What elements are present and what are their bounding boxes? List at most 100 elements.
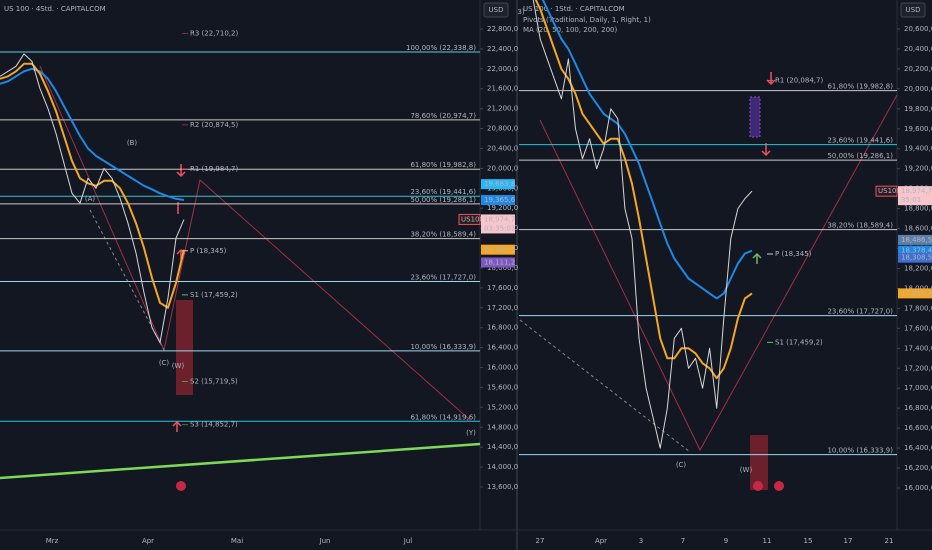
moving-average <box>0 62 185 309</box>
current-price-badge <box>898 186 932 206</box>
pivot-label: R1 (19,984,7) <box>190 165 238 173</box>
price-tick-label: 16,400,0 <box>487 344 518 352</box>
price-badge <box>481 257 515 268</box>
price-badge-label: 18,308,5 <box>901 254 932 262</box>
price-tick-label: 20,600,0 <box>904 25 932 33</box>
fib-label: 38,20% (18,589,4) <box>827 222 893 230</box>
target-box <box>749 96 761 138</box>
symbol-label: US100 <box>461 215 484 223</box>
countdown: 35:01 <box>901 196 921 204</box>
price-tick-label: 14,400,0 <box>487 443 518 451</box>
price-tick-label: 17,400,0 <box>904 344 932 352</box>
arrow <box>761 72 776 157</box>
time-label: 15 <box>804 537 813 545</box>
price-tick-label: 20,400,0 <box>487 144 518 152</box>
price-badge <box>898 234 932 245</box>
fib-label: 23,60% (19,441,6) <box>827 137 893 145</box>
trend-line <box>0 442 481 480</box>
fib-label: 10,00% (16,333,9) <box>827 447 893 455</box>
event-icon[interactable] <box>176 481 186 491</box>
symbol-badge <box>458 213 481 225</box>
price-tick-label: 18,600,0 <box>904 225 932 233</box>
price-badge <box>481 179 515 190</box>
price-tick-label: 22,000,0 <box>487 65 518 73</box>
price-badge-label: 18,486,5 <box>901 236 932 244</box>
time-label: 21 <box>885 537 894 545</box>
target-box <box>176 300 193 395</box>
price-tick-label: 15,600,0 <box>487 383 518 391</box>
price-tick-label: 16,800,0 <box>904 404 932 412</box>
time-label: Apr <box>595 537 607 545</box>
fib-label: 61,80% (14,919,6) <box>410 413 476 421</box>
chart-header: US 100 · 4Std. · CAPITALCOM <box>4 5 106 13</box>
wave-label: (C) <box>159 359 170 367</box>
time-label: 27 <box>536 537 545 545</box>
price-tick-label: 19,200,0 <box>904 165 932 173</box>
price-tick-label: 19,200,0 <box>487 204 518 212</box>
price-badge <box>481 244 515 255</box>
price-tick-label: 13,600,0 <box>487 483 518 491</box>
drawing-line <box>89 209 165 351</box>
arrow <box>752 252 762 264</box>
price-tick-label: 16,000,0 <box>487 364 518 372</box>
price-tick-label: 16,400,0 <box>904 444 932 452</box>
price-badge-label: 18,378,4 <box>901 247 932 255</box>
price-badge-label: 18,367,1 <box>484 246 515 254</box>
pivot-label: R3 (22,710,2) <box>190 29 238 37</box>
wave-label: (A) <box>85 195 96 203</box>
fib-label: 50,00% (19,286,1) <box>827 152 893 160</box>
currency-box <box>900 2 926 18</box>
price-tick-label: 22,800,0 <box>487 25 518 33</box>
price-tick-label: 17,000,0 <box>904 384 932 392</box>
price-tick-label: 22,400,0 <box>487 45 518 53</box>
drawing-line <box>39 65 471 421</box>
current-price: 18,974,7 <box>901 187 932 195</box>
chart-header: US 100 · 1Std. · CAPITALCOM <box>523 5 625 13</box>
price-tick-label: 18,800,0 <box>904 205 932 213</box>
price-tick-label: 17,200,0 <box>904 364 932 372</box>
event-icon[interactable] <box>753 481 763 491</box>
price-tick-label: 19,800,0 <box>904 105 932 113</box>
price-tick-label: 18,000,0 <box>487 264 518 272</box>
price-tick-label: 17,200,0 <box>487 304 518 312</box>
price-tick-label: 20,000,0 <box>487 164 518 172</box>
time-label: 11 <box>763 537 772 545</box>
arrow <box>172 164 186 432</box>
symbol-label: US100 <box>878 187 901 195</box>
price-badge <box>898 245 932 256</box>
fib-label: 100,00% (22,338,8) <box>406 44 476 52</box>
pivot-label: S1 (17,459,2) <box>190 291 238 299</box>
price-tick-label: 20,200,0 <box>904 65 932 73</box>
currency-label: USD <box>489 6 504 14</box>
wave-label: (W) <box>740 466 753 474</box>
time-label: 17 <box>844 537 853 545</box>
price-tick-label: 15,200,0 <box>487 403 518 411</box>
time-label: Mrz <box>46 537 59 545</box>
price-tick-label: 17,600,0 <box>487 284 518 292</box>
price-tick-label: 14,800,0 <box>487 423 518 431</box>
time-label: Apr <box>142 537 154 545</box>
price-line <box>0 53 185 344</box>
price-badge-label: 17,950,4 <box>901 289 932 297</box>
time-label: 7 <box>681 537 685 545</box>
event-icon[interactable] <box>774 481 784 491</box>
price-tick-label: 16,600,0 <box>904 424 932 432</box>
wave-label: (Y) <box>466 429 476 437</box>
fib-label: 61,80% (19,982,8) <box>827 83 893 91</box>
price-tick-label: 20,400,0 <box>904 45 932 53</box>
countdown: 03:35:01 <box>484 224 515 232</box>
pivot-label: S1 (17,459,2) <box>775 338 823 346</box>
fib-label: 23,60% (19,441,6) <box>410 188 476 196</box>
time-label: 9 <box>724 537 728 545</box>
price-tick-label: 19,400,0 <box>904 145 932 153</box>
fib-label: 23,60% (17,727,0) <box>827 308 893 316</box>
price-tick-label: 18,200,0 <box>904 264 932 272</box>
fib-label: 10,00% (16,333,9) <box>410 343 476 351</box>
price-tick-label: 21,200,0 <box>487 105 518 113</box>
wave-label: (C) <box>676 461 687 469</box>
price-badge-label: 18,111,2 <box>484 258 515 266</box>
price-tick-label: 17,800,0 <box>904 304 932 312</box>
pivot-label: R1 (20,084,7) <box>775 76 823 84</box>
